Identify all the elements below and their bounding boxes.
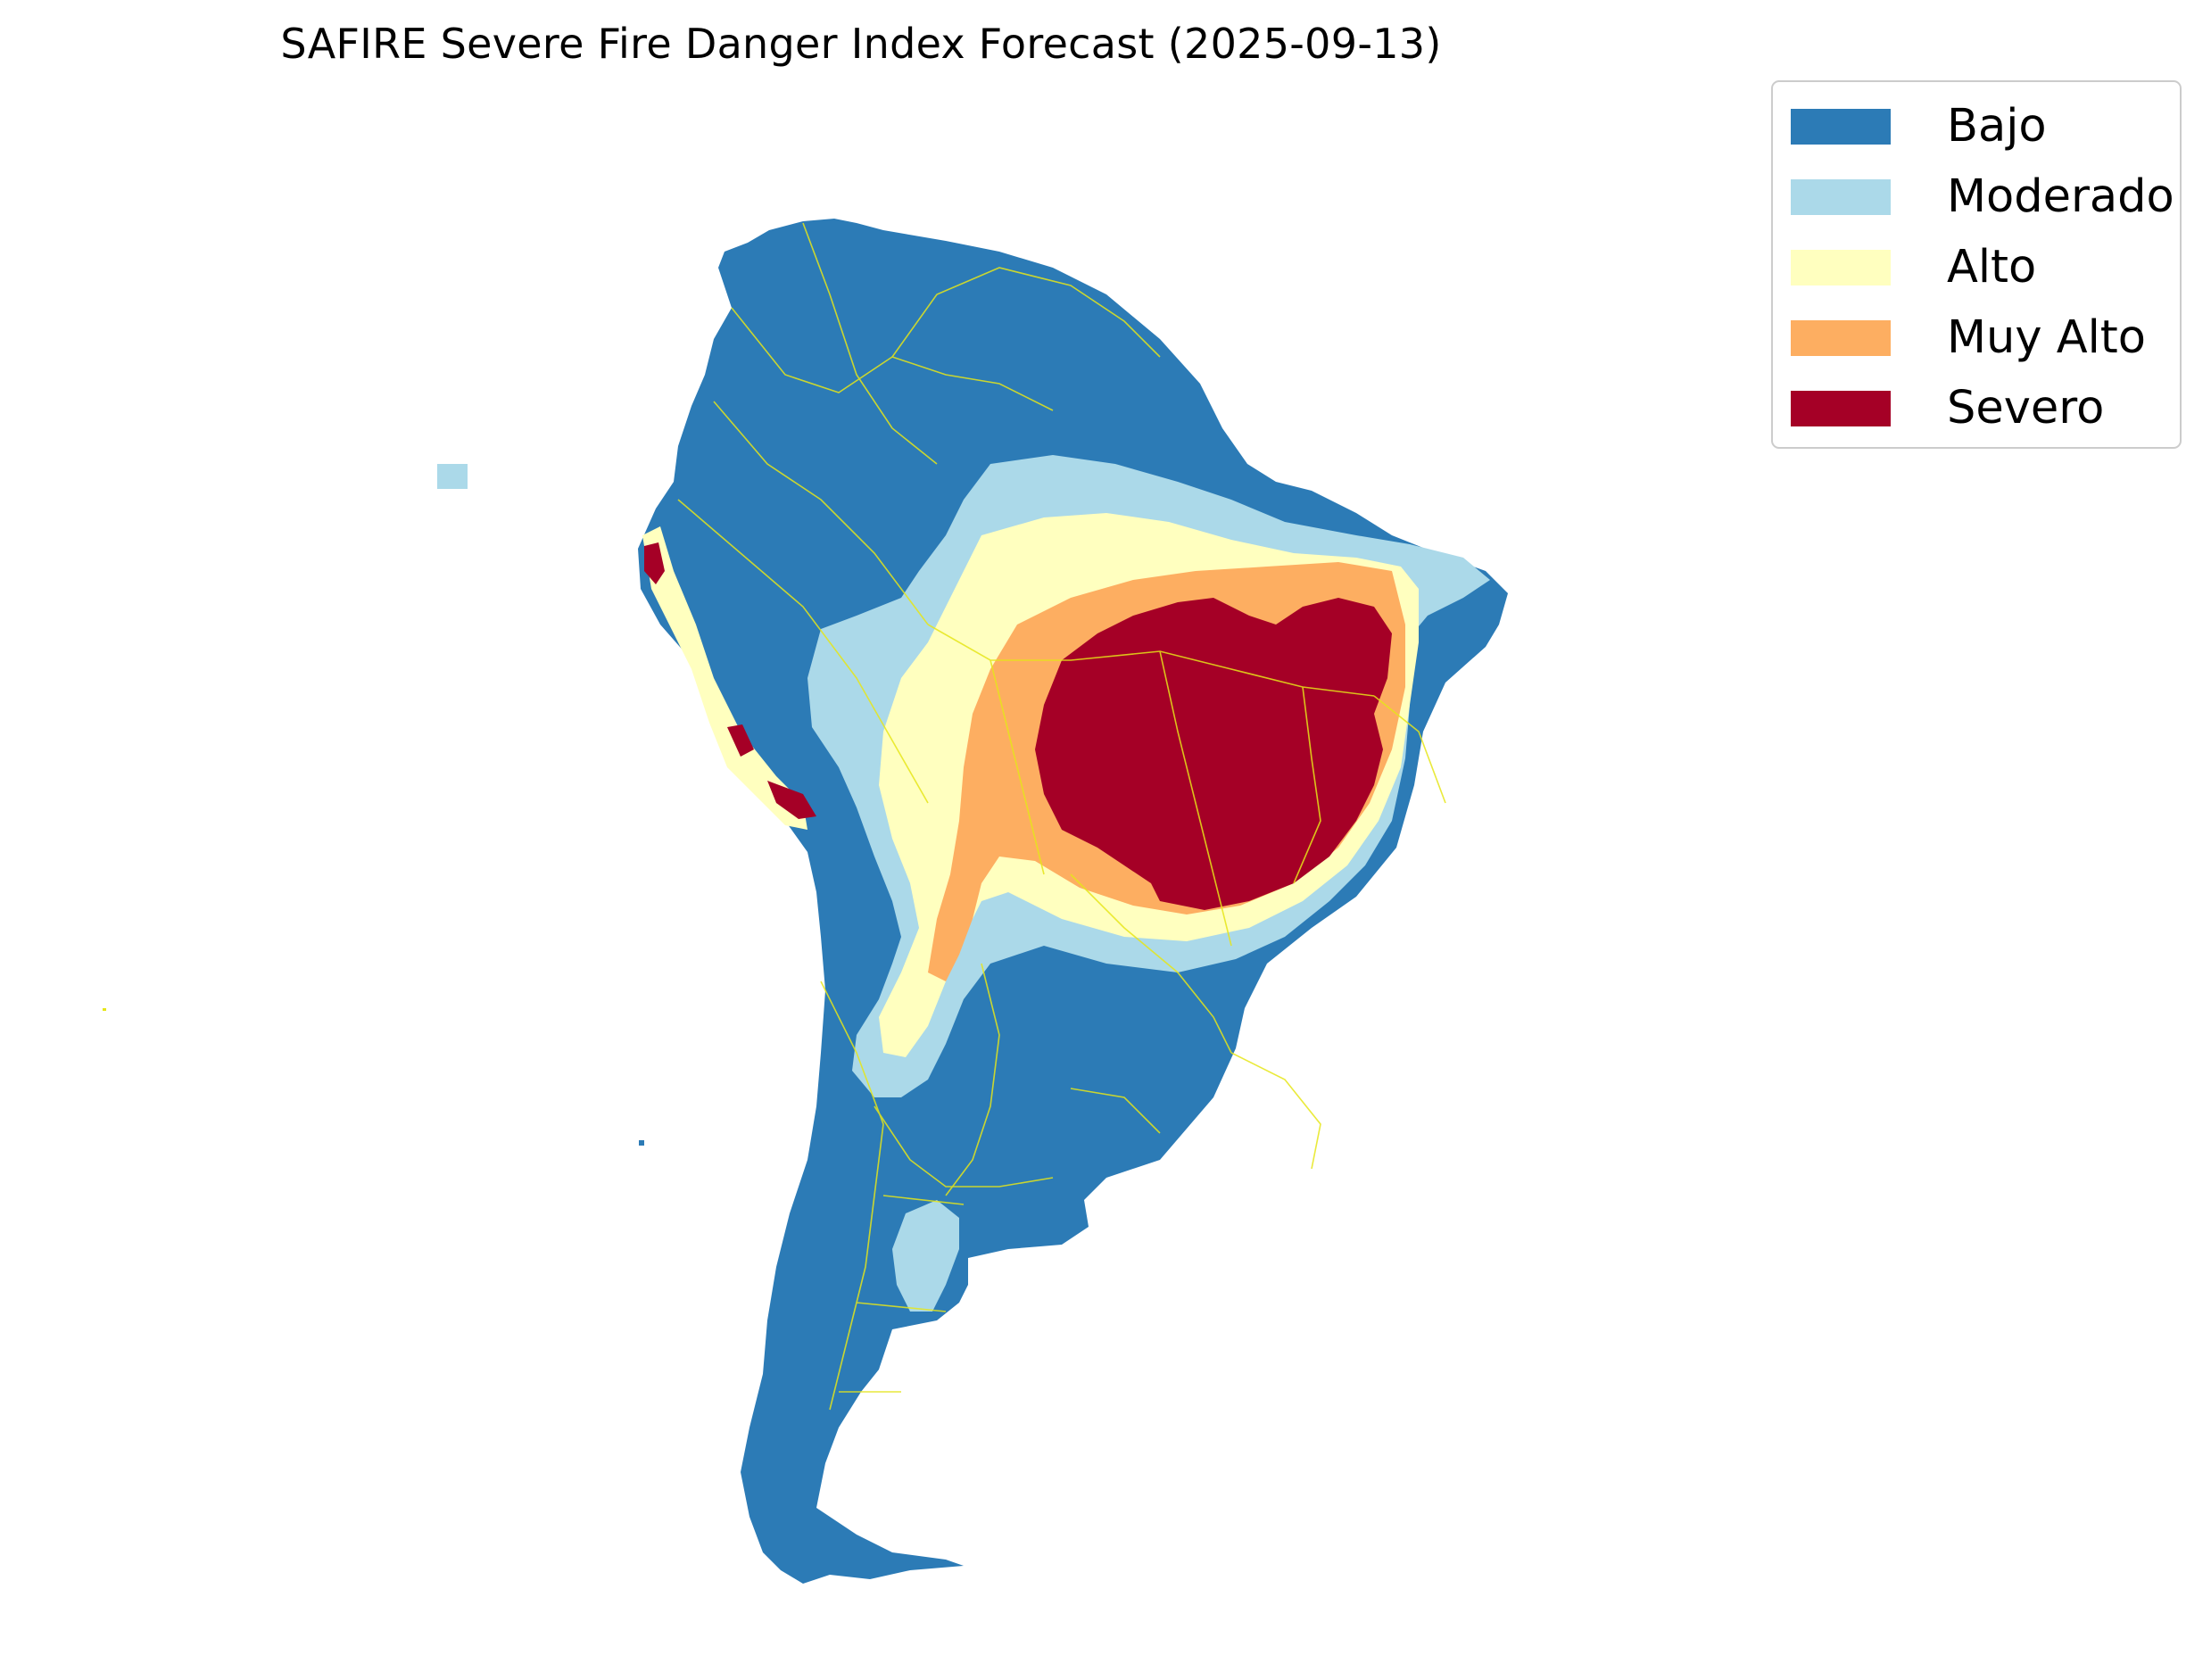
legend-swatch-severo — [1791, 391, 1891, 426]
legend-swatch-bajo — [1791, 109, 1891, 145]
legend-label-alto: Alto — [1947, 241, 2037, 294]
island-speck-1 — [639, 1140, 644, 1146]
legend-label-bajo: Bajo — [1947, 100, 2047, 153]
island-speck-2 — [103, 1008, 106, 1011]
zone-moderado-south — [892, 1200, 959, 1312]
coast-severo-speck-3 — [767, 781, 816, 819]
coast-alto-strip — [642, 526, 807, 830]
legend-label-muy-alto: Muy Alto — [1947, 311, 2146, 364]
legend-swatch-muy-alto — [1791, 320, 1891, 356]
coast-severo-speck-2 — [727, 724, 754, 757]
admin-borders — [677, 222, 1446, 1411]
legend: Bajo Moderado Alto Muy Alto Severo — [1771, 80, 2182, 449]
zone-severo — [1035, 598, 1392, 910]
coast-severo-speck-1 — [644, 542, 665, 584]
legend-label-severo: Severo — [1947, 382, 2105, 434]
legend-swatch-moderado — [1791, 179, 1891, 215]
map-title: SAFIRE Severe Fire Danger Index Forecast… — [280, 20, 1442, 68]
galapagos-islands — [437, 464, 468, 489]
legend-label-moderado: Moderado — [1947, 170, 2174, 223]
legend-swatch-alto — [1791, 250, 1891, 286]
